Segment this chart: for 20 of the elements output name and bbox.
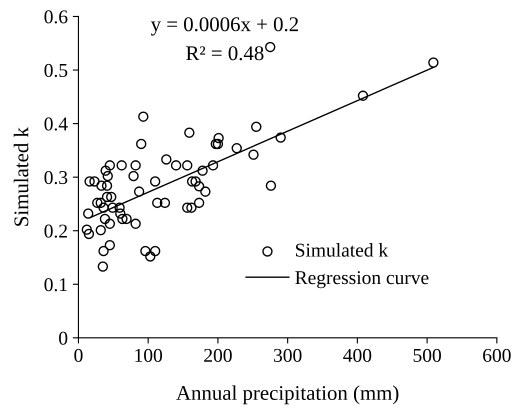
y-tick-label: 0.2 bbox=[44, 224, 67, 238]
y-tick-label: 0.4 bbox=[44, 117, 68, 131]
legend-label: Regression curve bbox=[295, 271, 428, 288]
x-tick-label: 600 bbox=[483, 348, 511, 362]
y-axis-title: Simulated k bbox=[14, 127, 28, 226]
y-tick-label: 0.6 bbox=[44, 10, 68, 24]
x-tick-label: 100 bbox=[135, 348, 162, 362]
y-tick-label: 0 bbox=[59, 332, 68, 345]
legend-label: Simulated k bbox=[296, 243, 388, 257]
x-tick-label: 500 bbox=[414, 348, 441, 362]
x-axis-title: Annual precipitation (mm) bbox=[176, 385, 398, 404]
annotation: R² = 0.48 bbox=[186, 46, 264, 60]
y-tick-label: 0.5 bbox=[44, 64, 68, 78]
annotation: y = 0.0006x + 0.2 bbox=[150, 17, 298, 36]
x-tick-label: 400 bbox=[343, 348, 372, 362]
x-tick-label: 300 bbox=[274, 348, 302, 362]
y-tick-label: 0.3 bbox=[44, 170, 68, 184]
x-tick-label: 0 bbox=[74, 348, 83, 362]
x-tick-label: 200 bbox=[204, 348, 232, 362]
y-tick-label: 0.1 bbox=[44, 278, 67, 292]
